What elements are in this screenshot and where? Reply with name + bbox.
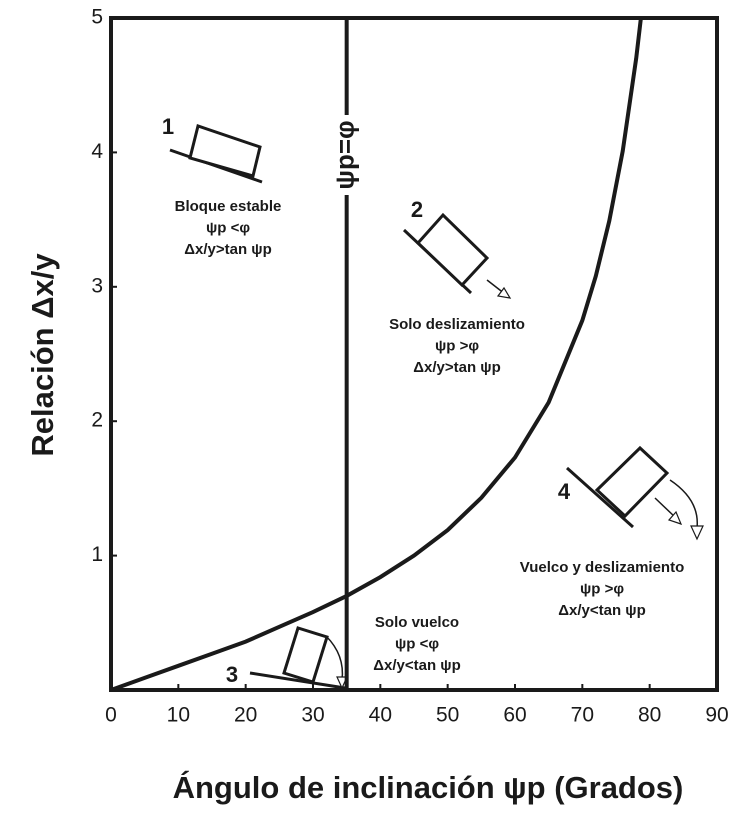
annotation-text: Solo deslizamiento xyxy=(389,316,525,333)
curve xyxy=(110,17,643,692)
annotation-number: 2 xyxy=(411,197,423,222)
annotation-text: Vuelco y deslizamiento xyxy=(520,559,685,576)
block-icons xyxy=(169,124,704,690)
annotation-text: ψp <φ xyxy=(395,635,439,652)
annotation-text: Bloque estable xyxy=(175,198,282,215)
y-tick-label: 4 xyxy=(91,140,103,163)
x-tick-label: 80 xyxy=(638,704,661,727)
annotation-text: ψp <φ xyxy=(206,219,250,236)
y-tick-label: 2 xyxy=(91,409,103,432)
annotation-text: Δx/y>tan ψp xyxy=(184,241,272,258)
annotation-text: Solo vuelco xyxy=(375,614,459,631)
x-tick-label: 60 xyxy=(503,704,526,727)
annotation-text: ψp >φ xyxy=(435,337,479,354)
x-tick-label: 0 xyxy=(105,704,117,727)
y-tick-label: 3 xyxy=(91,274,103,297)
x-tick-label: 90 xyxy=(705,704,728,727)
annotation-text: Δx/y>tan ψp xyxy=(413,359,501,376)
annotation-text: ψp >φ xyxy=(580,580,624,597)
x-tick-label: 40 xyxy=(369,704,392,727)
x-tick-label: 10 xyxy=(167,704,190,727)
x-tick-label: 20 xyxy=(234,704,257,727)
x-axis-label: Ángulo de inclinación ψp (Grados) xyxy=(173,770,684,805)
y-tick-label: 5 xyxy=(91,6,103,29)
reference-label: ψp=φ xyxy=(330,120,360,189)
y-tick-label: 1 xyxy=(91,543,103,566)
y-axis-label: Relación Δx/y xyxy=(25,253,60,457)
annotation-text: Δx/y<tan ψp xyxy=(558,602,646,619)
annotation-number: 1 xyxy=(162,114,174,139)
x-tick-label: 30 xyxy=(301,704,324,727)
x-tick-label: 50 xyxy=(436,704,459,727)
plot-frame xyxy=(109,16,719,692)
x-tick-label: 70 xyxy=(571,704,594,727)
annotation-number: 4 xyxy=(558,479,571,504)
reference-label-bg xyxy=(332,115,361,195)
annotation-number: 3 xyxy=(226,662,238,687)
annotation-text: Δx/y<tan ψp xyxy=(373,657,461,674)
